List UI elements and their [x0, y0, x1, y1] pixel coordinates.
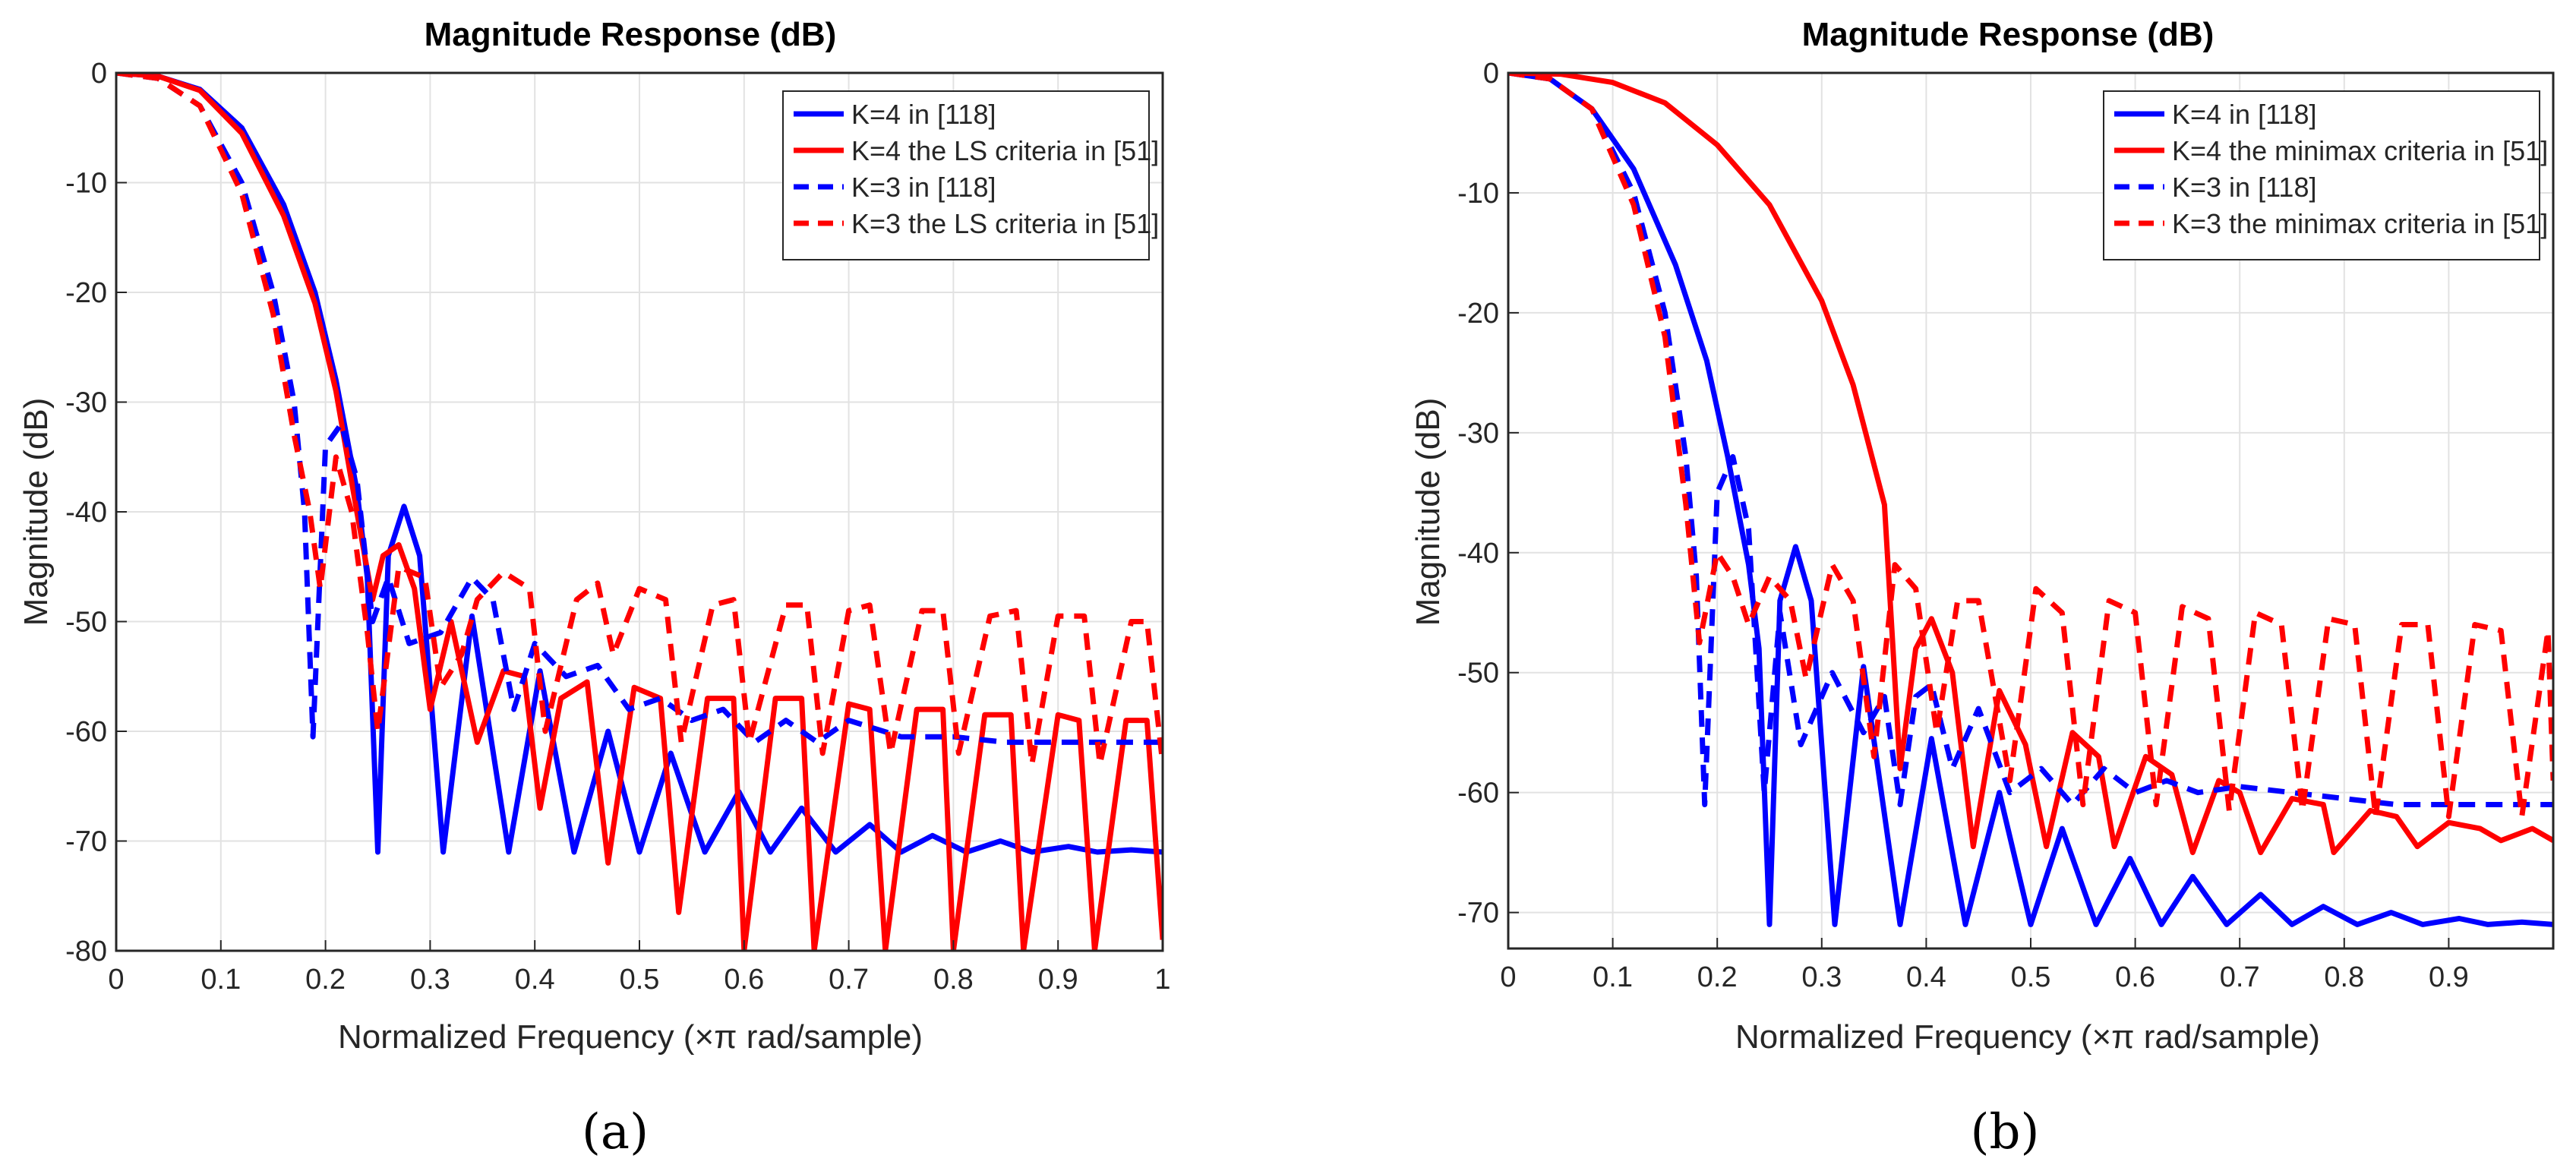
x-tick-label: 0.2 [305, 964, 346, 996]
x-tick-label: 0.3 [1801, 961, 1842, 993]
x-tick-label: 0.4 [1906, 961, 1946, 993]
series-line-3 [116, 73, 1163, 767]
x-tick-label: 0.9 [2429, 961, 2469, 993]
chart-title: Magnitude Response (dB) [1802, 16, 2215, 53]
x-tick-label: 0.5 [620, 964, 660, 996]
y-tick-label: -60 [65, 716, 107, 748]
x-tick-label: 0.6 [2115, 961, 2155, 993]
x-tick-label: 0.6 [724, 964, 764, 996]
legend-box [782, 90, 1150, 260]
x-tick-label: 0.1 [1593, 961, 1633, 993]
tick-labels: 0 0.1 0.2 0.3 0.4 0.5 0.6 0.7 0.8 0.9 1 0 -10 -20 -30 -… [65, 58, 1170, 996]
series-line-3 [1508, 73, 2553, 819]
x-tick-label: 1 [1154, 964, 1170, 996]
panel-label: (a) [582, 1104, 649, 1160]
y-tick-label: -60 [1457, 778, 1499, 810]
x-axis-label: Normalized Frequency (×π rad/sample) [338, 1018, 923, 1056]
chart-panel-b: Magnitude Response (dB) 0 0.1 0.2 0.3 0.4 0.5… [1410, 16, 2555, 1160]
panel-label: (b) [1971, 1104, 2040, 1160]
legend-label: K=3 the LS criteria in [51] [851, 208, 1159, 239]
series-line-1 [1508, 73, 2553, 856]
y-tick-label: -30 [1457, 418, 1499, 450]
x-tick-label: 0 [1500, 961, 1516, 993]
series-group [1508, 73, 2553, 927]
x-tick-label: 0.7 [829, 964, 869, 996]
chart-panel-a: Magnitude Response (dB) 0 0.1 0.2 0.3 0.4 0.5… [17, 16, 1171, 1160]
y-tick-label: -30 [65, 387, 107, 419]
legend-label: K=4 the minimax criteria in [51] [2172, 135, 2548, 166]
y-axis-label: Magnitude (dB) [1410, 398, 1447, 627]
legend: K=4 in [118] K=4 the minimax criteria in … [2103, 90, 2548, 260]
x-tick-label: 0.4 [515, 964, 555, 996]
x-axis-label: Normalized Frequency (×π rad/sample) [1735, 1018, 2320, 1056]
x-tick-label: 0.1 [200, 964, 241, 996]
x-tick-label: 0.3 [410, 964, 450, 996]
legend-label: K=3 in [118] [2172, 172, 2316, 203]
x-tick-label: 0.7 [2220, 961, 2260, 993]
y-tick-label: -50 [65, 607, 107, 639]
legend-label: K=3 in [118] [851, 172, 996, 203]
y-axis-label: Magnitude (dB) [17, 398, 55, 627]
y-tick-label: 0 [91, 58, 107, 90]
series-line-2 [1508, 73, 2553, 807]
x-tick-label: 0.2 [1697, 961, 1738, 993]
y-tick-label: -70 [1457, 898, 1499, 930]
legend-label: K=4 in [118] [851, 99, 996, 130]
y-tick-label: -10 [1457, 178, 1499, 210]
legend-label: K=4 in [118] [2172, 99, 2316, 130]
x-tick-label: 0 [108, 964, 124, 996]
series-group [116, 73, 1163, 951]
y-tick-label: -50 [1457, 658, 1499, 690]
x-tick-label: 0.9 [1038, 964, 1078, 996]
legend-label: K=3 the minimax criteria in [51] [2172, 208, 2548, 239]
y-tick-label: 0 [1483, 58, 1499, 90]
x-tick-label: 0.8 [933, 964, 974, 996]
y-tick-label: -40 [65, 497, 107, 529]
tick-labels: 0 0.1 0.2 0.3 0.4 0.5 0.6 0.7 0.8 0.9 0 -10 -20 -30 -4… [1457, 58, 2469, 993]
x-tick-label: 0.5 [2011, 961, 2051, 993]
legend-label: K=4 the LS criteria in [51] [851, 135, 1159, 166]
series-line-0 [1508, 73, 2553, 927]
y-tick-label: -80 [65, 936, 107, 967]
legend-box [2103, 90, 2540, 260]
y-tick-label: -40 [1457, 538, 1499, 570]
x-tick-label: 0.8 [2324, 961, 2364, 993]
y-tick-label: -10 [65, 168, 107, 200]
y-tick-label: -70 [65, 826, 107, 858]
y-tick-label: -20 [1457, 298, 1499, 330]
y-tick-label: -20 [65, 277, 107, 309]
chart-title: Magnitude Response (dB) [425, 16, 837, 53]
legend: K=4 in [118] K=4 the LS criteria in [51] K… [782, 90, 1159, 260]
